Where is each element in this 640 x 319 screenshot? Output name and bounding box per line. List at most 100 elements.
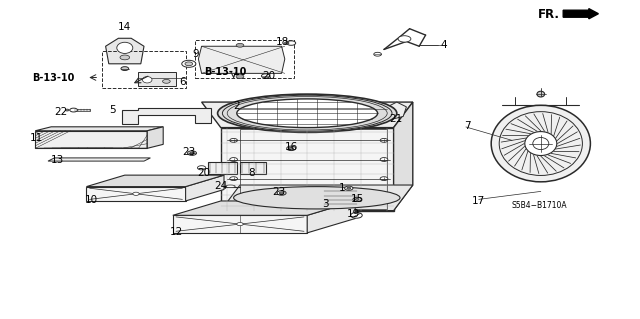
Polygon shape: [35, 127, 163, 131]
Text: 8: 8: [248, 168, 255, 178]
Ellipse shape: [380, 138, 388, 142]
Bar: [195, 40, 294, 78]
Bar: [102, 51, 186, 88]
Ellipse shape: [182, 60, 196, 67]
Text: 22: 22: [54, 107, 67, 117]
Text: 23: 23: [182, 147, 195, 157]
Ellipse shape: [230, 158, 237, 161]
Polygon shape: [86, 175, 224, 187]
Ellipse shape: [237, 99, 378, 128]
Text: 11: 11: [30, 133, 43, 143]
FancyArrow shape: [563, 9, 598, 19]
Text: 16: 16: [285, 142, 298, 152]
Text: 1: 1: [339, 182, 346, 193]
Ellipse shape: [120, 55, 130, 60]
Bar: [240, 162, 266, 174]
Ellipse shape: [351, 212, 362, 218]
Bar: [208, 162, 237, 174]
Polygon shape: [221, 128, 394, 211]
Ellipse shape: [225, 185, 236, 188]
Text: 21: 21: [389, 114, 402, 124]
Text: 3: 3: [322, 198, 328, 209]
Text: 6: 6: [179, 77, 186, 87]
Ellipse shape: [537, 91, 545, 97]
Polygon shape: [35, 131, 147, 148]
Ellipse shape: [347, 187, 351, 189]
Polygon shape: [221, 185, 413, 211]
Ellipse shape: [287, 146, 296, 151]
Ellipse shape: [236, 75, 244, 78]
Ellipse shape: [380, 177, 388, 181]
Bar: [323, 190, 358, 205]
Ellipse shape: [525, 131, 557, 155]
Ellipse shape: [234, 187, 400, 209]
Text: 7: 7: [464, 121, 470, 131]
Ellipse shape: [277, 191, 286, 195]
Polygon shape: [173, 201, 355, 215]
Text: 15: 15: [351, 194, 364, 204]
Polygon shape: [122, 108, 211, 124]
Ellipse shape: [188, 151, 196, 155]
Ellipse shape: [280, 192, 284, 194]
Text: 5: 5: [109, 105, 115, 115]
Text: 9: 9: [192, 49, 198, 59]
Polygon shape: [173, 215, 307, 233]
Text: 2: 2: [234, 101, 240, 111]
Text: 24: 24: [214, 181, 227, 191]
Polygon shape: [106, 38, 144, 64]
Ellipse shape: [70, 108, 77, 112]
Ellipse shape: [230, 138, 237, 142]
Text: 20: 20: [262, 71, 275, 81]
Polygon shape: [307, 201, 355, 233]
Ellipse shape: [261, 74, 270, 78]
Ellipse shape: [117, 42, 133, 54]
Text: 14: 14: [118, 22, 131, 32]
Polygon shape: [147, 127, 163, 148]
Ellipse shape: [287, 41, 296, 45]
Ellipse shape: [237, 223, 243, 226]
Polygon shape: [240, 108, 394, 110]
Text: 13: 13: [51, 155, 64, 165]
Ellipse shape: [353, 197, 362, 202]
Text: 18: 18: [276, 37, 289, 47]
Polygon shape: [202, 102, 413, 128]
Ellipse shape: [163, 79, 170, 83]
Ellipse shape: [532, 137, 548, 150]
Ellipse shape: [289, 147, 293, 149]
Bar: [74, 109, 90, 111]
Text: 23: 23: [272, 187, 285, 197]
Ellipse shape: [185, 62, 193, 66]
Ellipse shape: [218, 94, 397, 132]
Text: FR.: FR.: [538, 8, 560, 21]
Ellipse shape: [491, 105, 590, 182]
Ellipse shape: [344, 186, 353, 190]
Text: B-13-10: B-13-10: [32, 72, 74, 83]
Text: 4: 4: [440, 40, 447, 50]
Ellipse shape: [143, 77, 152, 83]
Ellipse shape: [230, 177, 237, 181]
Ellipse shape: [380, 158, 388, 161]
Polygon shape: [86, 187, 186, 201]
Ellipse shape: [236, 43, 244, 47]
Polygon shape: [394, 102, 413, 211]
Ellipse shape: [398, 36, 411, 42]
Text: B-13-10: B-13-10: [204, 67, 246, 77]
Polygon shape: [48, 158, 150, 161]
Text: 20: 20: [197, 168, 210, 178]
Text: 12: 12: [170, 227, 182, 237]
Polygon shape: [138, 72, 176, 86]
Polygon shape: [198, 46, 285, 73]
Ellipse shape: [133, 192, 140, 195]
Ellipse shape: [355, 198, 359, 200]
Text: S5B4−B1710A: S5B4−B1710A: [512, 201, 568, 210]
Text: 17: 17: [472, 196, 485, 206]
Text: 10: 10: [84, 195, 97, 205]
Ellipse shape: [121, 67, 129, 70]
Polygon shape: [387, 102, 406, 120]
Text: 19: 19: [348, 209, 360, 219]
Polygon shape: [186, 175, 224, 201]
Ellipse shape: [189, 152, 195, 154]
Ellipse shape: [197, 166, 206, 170]
Ellipse shape: [374, 52, 381, 56]
Ellipse shape: [285, 42, 289, 44]
